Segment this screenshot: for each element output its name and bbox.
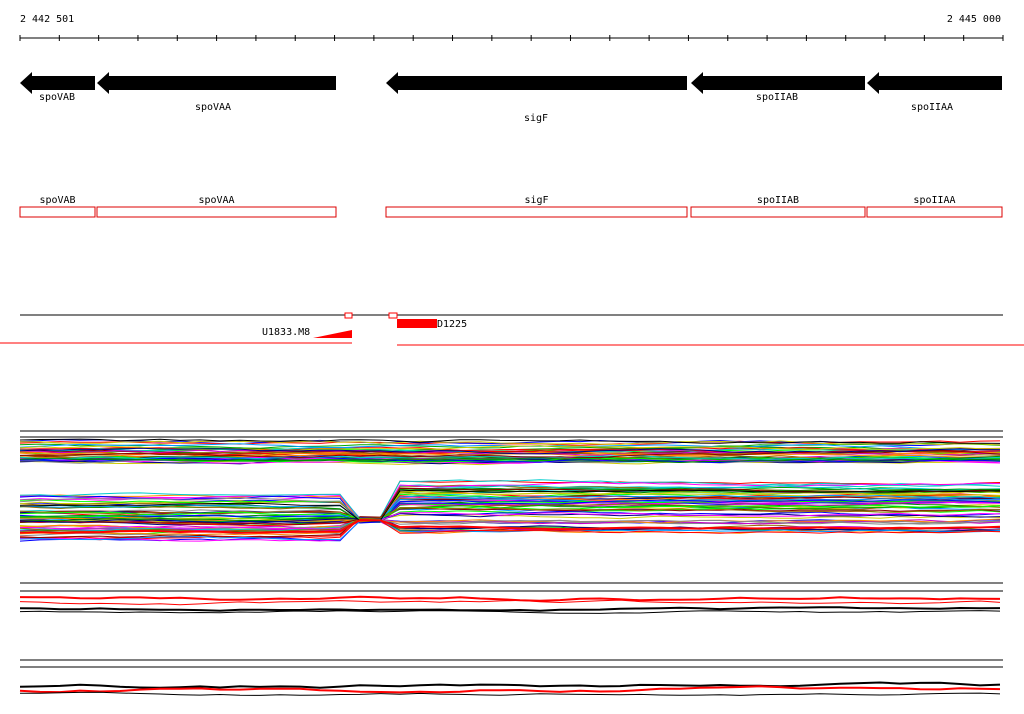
annotation-label: sigF xyxy=(524,195,548,206)
expression-line xyxy=(19,499,1001,522)
gene-arrow xyxy=(386,72,687,94)
ruler-end: 2 445 000 xyxy=(947,14,1001,25)
expression-tracks xyxy=(19,430,1003,696)
feature-label: U1833.M8 xyxy=(262,327,310,338)
expression-line xyxy=(19,499,1001,521)
feature-box xyxy=(344,312,353,319)
gene-arrow xyxy=(867,72,1002,94)
expression-line xyxy=(19,610,1001,614)
expression-line xyxy=(19,606,1001,612)
expression-line xyxy=(19,457,1001,464)
annotation-label: spoIIAB xyxy=(757,195,799,206)
expression-line xyxy=(19,599,1001,606)
expression-line xyxy=(19,519,1001,534)
expression-line xyxy=(19,510,1001,542)
expression-line xyxy=(19,512,1001,530)
annotation-box xyxy=(385,206,688,218)
gene-label: spoIIAA xyxy=(911,102,953,113)
feature-triangle xyxy=(313,330,352,338)
gene-arrow xyxy=(97,72,336,94)
ruler-start: 2 442 501 xyxy=(20,14,74,25)
expression-line xyxy=(19,438,1001,444)
expression-line xyxy=(19,681,1001,689)
expression-line xyxy=(19,520,1001,541)
gene-track: spoVAB spoVAA sigF spoIIAB spoIIAA xyxy=(20,72,1002,124)
gene-label: spoVAB xyxy=(39,92,75,103)
expression-line xyxy=(19,484,1001,521)
expression-line xyxy=(19,685,1001,694)
expression-line xyxy=(19,479,1001,520)
expression-line xyxy=(19,447,1000,455)
expression-line xyxy=(19,519,1001,537)
feature-track: U1833.M8 D1225 xyxy=(0,312,1024,346)
expression-line xyxy=(19,595,1001,602)
expression-line xyxy=(19,495,1001,524)
gene-arrow xyxy=(691,72,865,94)
expression-line xyxy=(19,504,1001,521)
expression-line xyxy=(19,449,1001,459)
expression-line xyxy=(19,499,1001,521)
annotation-track: spoVAB spoVAA sigF spoIIAB spoIIAA xyxy=(19,195,1003,218)
expression-line xyxy=(19,497,1001,525)
annotation-box xyxy=(866,206,1003,218)
expression-line xyxy=(19,506,1001,533)
annotation-label: spoVAB xyxy=(39,195,75,206)
feature-box xyxy=(388,312,398,319)
gene-label: spoVAA xyxy=(195,102,231,113)
expression-line xyxy=(19,494,1001,522)
feature-rect xyxy=(397,319,437,328)
gene-arrow xyxy=(20,72,95,94)
expression-line xyxy=(19,481,1001,542)
expression-line xyxy=(19,507,1001,539)
gene-label: sigF xyxy=(524,113,548,124)
gene-label: spoIIAB xyxy=(756,92,798,103)
annotation-label: spoIIAA xyxy=(913,195,955,206)
expression-line xyxy=(20,691,1001,696)
ruler-ticks xyxy=(19,35,1004,41)
annotation-box xyxy=(96,206,337,218)
expression-line xyxy=(20,440,1001,446)
expression-line xyxy=(19,489,1001,522)
expression-line xyxy=(19,442,1001,449)
expression-line xyxy=(19,503,1001,522)
annotation-box xyxy=(690,206,866,218)
annotation-label: spoVAA xyxy=(198,195,234,206)
feature-label: D1225 xyxy=(437,319,467,330)
expression-line xyxy=(19,518,1001,534)
annotation-box xyxy=(19,206,96,218)
